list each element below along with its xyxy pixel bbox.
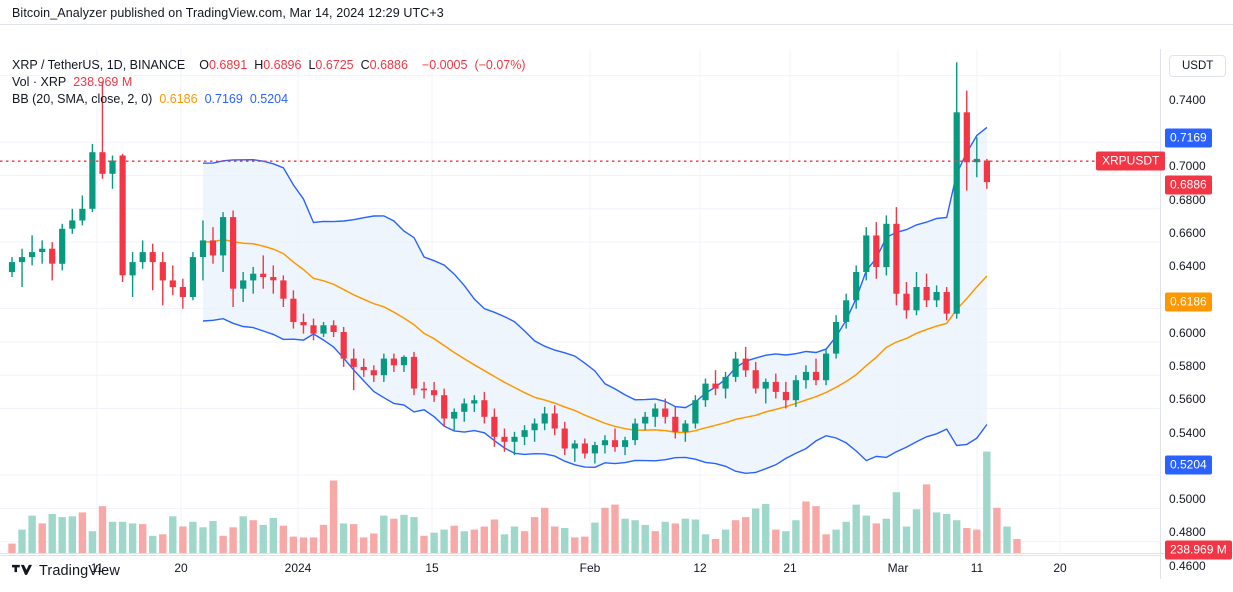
legend-bb-lower-value: 0.5204	[249, 92, 289, 106]
time-tick-label: Mar	[887, 561, 909, 575]
price-highlight-pill[interactable]: 0.5204	[1165, 455, 1212, 475]
legend-bb-upper-value: 0.7169	[204, 92, 243, 106]
time-tick-label: 11	[970, 561, 984, 575]
legend-low-label: L	[308, 58, 316, 72]
time-axis[interactable]: 11 20 2024 15 Feb 12 21 Mar 11 20	[0, 555, 1160, 579]
time-tick-label: 20	[174, 561, 188, 575]
legend-change-value: −0.0005	[421, 58, 468, 72]
time-tick-label: 11	[90, 561, 104, 575]
currency-badge[interactable]: USDT	[1169, 55, 1227, 77]
legend-close-label: C	[360, 58, 370, 72]
legend-open-label: O	[199, 58, 209, 72]
price-tick-label: 0.4800	[1169, 525, 1206, 540]
legend-low-value: 0.6725	[315, 58, 354, 72]
price-tick-label: 0.5400	[1169, 425, 1206, 440]
tradingview-watermark-text: TradingView	[39, 563, 120, 579]
time-tick-label: 2024	[284, 561, 312, 575]
price-tick-label: 0.5000	[1169, 492, 1206, 507]
legend-ohlc-row: XRP / TetherUS, 1D, BINANCE O0.6891 H0.689…	[12, 57, 526, 74]
price-tick-label: 0.6000	[1169, 325, 1206, 340]
legend-volume-row: Vol · XRP 238.969 M	[12, 74, 526, 91]
legend-high-label: H	[254, 58, 264, 72]
time-tick-label: 12	[693, 561, 707, 575]
price-tick-label: 0.7400	[1169, 92, 1206, 107]
price-highlight-pill[interactable]: 0.6886	[1165, 175, 1212, 195]
price-tick-label: 0.7000	[1169, 159, 1206, 174]
time-tick-label: Feb	[579, 561, 601, 575]
legend-volume-value: 238.969 M	[73, 75, 133, 89]
chart-plot-area[interactable]	[0, 49, 1160, 555]
time-tick-label: 15	[425, 561, 439, 575]
tradingview-logo-icon	[12, 564, 32, 575]
legend-open-value: 0.6891	[208, 58, 248, 72]
legend-symbol-title[interactable]: XRP / TetherUS, 1D, BINANCE	[12, 58, 186, 72]
price-tick-label: 0.6600	[1169, 225, 1206, 240]
price-highlight-pill[interactable]: 0.6186	[1165, 292, 1212, 312]
legend-bb-row: BB (20, SMA, close, 2, 0) 0.6186 0.7169 0.5…	[12, 91, 526, 108]
price-axis[interactable]: USDT 0.7400 0.7000 0.6800 0.6600 0.6400 0.600…	[1160, 49, 1233, 579]
legend-high-value: 0.6896	[263, 58, 302, 72]
attribution-text: Bitcoin_Analyzer published on TradingVie…	[12, 6, 444, 20]
symbol-price-flag[interactable]: XRPUSDT	[1096, 151, 1166, 171]
price-tick-label: 0.6400	[1169, 259, 1206, 274]
time-tick-label: 21	[783, 561, 797, 575]
legend-bb-label[interactable]: BB (20, SMA, close, 2, 0)	[12, 92, 153, 106]
legend-change-percent: (−0.07%)	[474, 58, 526, 72]
price-chart-svg	[0, 49, 1160, 555]
legend-volume-label[interactable]: Vol · XRP	[12, 75, 67, 89]
chart-frame: 11 20 2024 15 Feb 12 21 Mar 11 20 USDT 0.7400 0.70…	[0, 24, 1233, 579]
price-tick-label: 0.5800	[1169, 358, 1206, 373]
price-highlight-pill[interactable]: 0.7169	[1165, 128, 1212, 148]
legend-bb-basis-value: 0.6186	[159, 92, 198, 106]
price-tick-label: 0.5600	[1169, 392, 1206, 407]
price-highlight-pill[interactable]: 238.969 M	[1165, 540, 1232, 560]
tradingview-watermark: TradingView	[12, 563, 120, 579]
price-tick-label: 0.6800	[1169, 192, 1206, 207]
legend-close-value: 0.6886	[369, 58, 408, 72]
time-tick-label: 20	[1053, 561, 1067, 575]
price-tick-label: 0.4600	[1169, 558, 1206, 573]
chart-legend: XRP / TetherUS, 1D, BINANCE O0.6891 H0.689…	[12, 57, 526, 108]
